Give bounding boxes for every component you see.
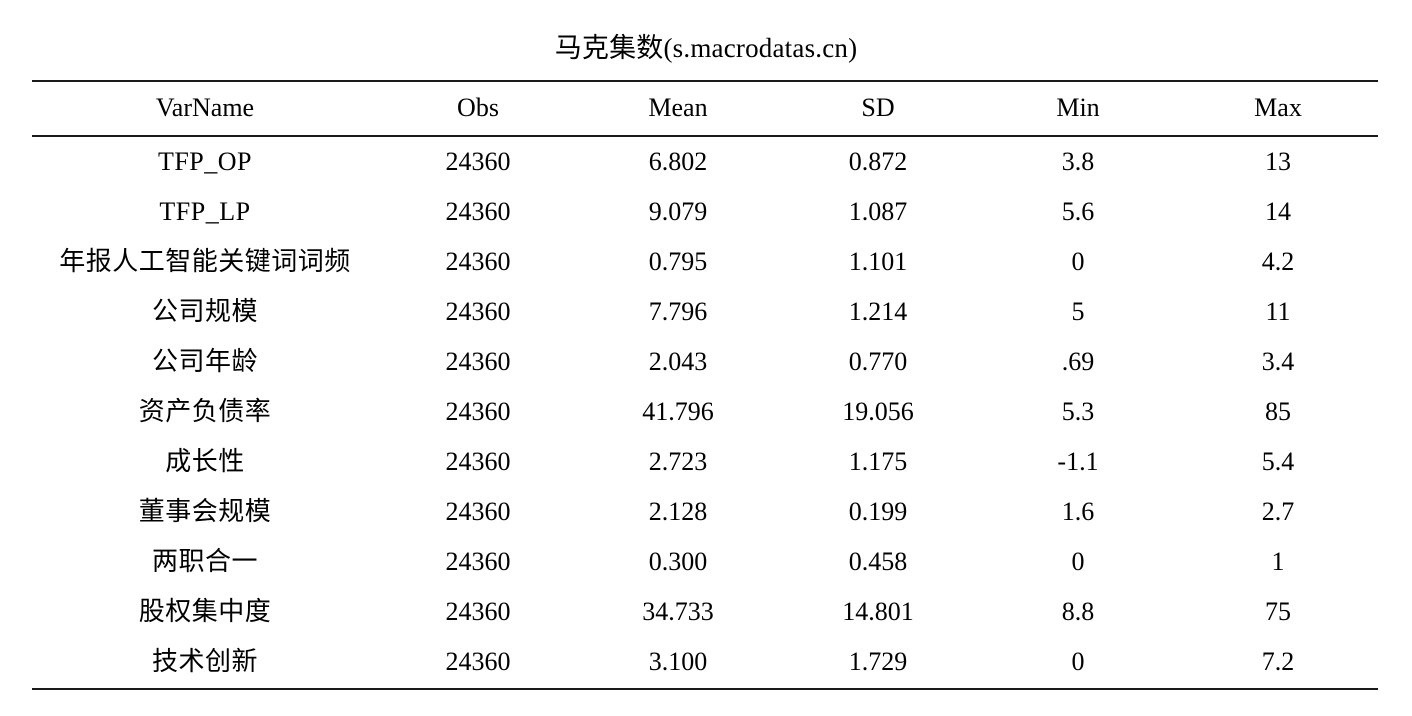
cell-obs: 24360 — [445, 497, 511, 526]
cell-max: 14 — [1265, 197, 1291, 226]
cell-varname: 董事会规模 — [138, 497, 272, 526]
column-header-mean: Mean — [578, 80, 778, 137]
cell-varname: 资产负债率 — [138, 397, 272, 426]
cell-obs: 24360 — [445, 597, 511, 626]
table-row: 资产负债率 24360 41.796 19.056 5.3 85 — [32, 387, 1378, 437]
cell-max: 2.7 — [1261, 497, 1295, 526]
column-header-min: Min — [978, 80, 1178, 137]
table-row: 两职合一 24360 0.300 0.458 0 1 — [32, 537, 1378, 587]
table-header-row: VarName Obs Mean SD Min Max — [32, 80, 1378, 137]
cell-sd: 1.175 — [848, 447, 908, 476]
cell-min: 5 — [1071, 297, 1085, 326]
cell-mean: 0.300 — [648, 547, 708, 576]
cell-min: -1.1 — [1057, 447, 1099, 476]
cell-mean: 2.723 — [648, 447, 708, 476]
table-row: 公司规模 24360 7.796 1.214 5 11 — [32, 287, 1378, 337]
column-header-obs: Obs — [378, 80, 578, 137]
cell-max: 5.4 — [1261, 447, 1295, 476]
cell-mean: 0.795 — [648, 247, 708, 276]
cell-sd: 0.199 — [848, 497, 908, 526]
descriptive-statistics-table: VarName Obs Mean SD Min Max TFP_OP 24360… — [32, 80, 1378, 690]
cell-min: 5.6 — [1061, 197, 1095, 226]
column-header-varname: VarName — [32, 80, 378, 137]
table-row: TFP_LP 24360 9.079 1.087 5.6 14 — [32, 187, 1378, 237]
cell-mean: 3.100 — [578, 637, 778, 690]
cell-varname: 年报人工智能关键词词频 — [59, 247, 351, 276]
cell-sd: 1.087 — [848, 197, 908, 226]
table-title: 马克集数(s.macrodatas.cn) — [554, 33, 858, 63]
table-row: 成长性 24360 2.723 1.175 -1.1 5.4 — [32, 437, 1378, 487]
cell-varname: 成长性 — [165, 447, 245, 476]
cell-mean: 9.079 — [648, 197, 708, 226]
table-row: TFP_OP 24360 6.802 0.872 3.8 13 — [32, 136, 1378, 187]
cell-obs: 24360 — [445, 347, 511, 376]
cell-obs: 24360 — [378, 637, 578, 690]
cell-sd: 0.872 — [848, 147, 908, 176]
cell-sd: 1.729 — [778, 637, 978, 690]
table-body: TFP_OP 24360 6.802 0.872 3.8 13 TFP_LP 2… — [32, 136, 1378, 690]
cell-sd: 14.801 — [842, 597, 914, 626]
table-row: 技术创新 24360 3.100 1.729 0 7.2 — [32, 637, 1378, 690]
cell-min: 8.8 — [1061, 597, 1095, 626]
cell-sd: 0.770 — [848, 347, 908, 376]
cell-varname: TFP_OP — [157, 147, 253, 176]
cell-varname: 公司规模 — [151, 297, 258, 326]
column-header-max: Max — [1178, 80, 1378, 137]
cell-obs: 24360 — [445, 547, 511, 576]
cell-min: 1.6 — [1061, 497, 1095, 526]
cell-min: 0 — [1071, 247, 1085, 276]
cell-max: 85 — [1265, 397, 1291, 426]
cell-obs: 24360 — [445, 397, 511, 426]
cell-obs: 24360 — [445, 147, 511, 176]
table-header: VarName Obs Mean SD Min Max — [32, 80, 1378, 137]
cell-sd: 0.458 — [848, 547, 908, 576]
cell-mean: 41.796 — [642, 397, 714, 426]
cell-mean: 34.733 — [642, 597, 714, 626]
cell-obs: 24360 — [445, 197, 511, 226]
cell-mean: 7.796 — [648, 297, 708, 326]
column-header-sd: SD — [778, 80, 978, 137]
cell-mean: 2.043 — [648, 347, 708, 376]
cell-varname: 公司年龄 — [151, 347, 258, 376]
table-row: 公司年龄 24360 2.043 0.770 .69 3.4 — [32, 337, 1378, 387]
cell-min: .69 — [1061, 347, 1095, 376]
cell-max: 7.2 — [1178, 637, 1378, 690]
cell-min: 0 — [1071, 547, 1085, 576]
table-row: 董事会规模 24360 2.128 0.199 1.6 2.7 — [32, 487, 1378, 537]
table-row: 股权集中度 24360 34.733 14.801 8.8 75 — [32, 587, 1378, 637]
cell-min: 5.3 — [1061, 397, 1095, 426]
cell-varname: 技术创新 — [32, 637, 378, 690]
cell-sd: 1.214 — [848, 297, 908, 326]
cell-obs: 24360 — [445, 297, 511, 326]
cell-varname: 股权集中度 — [138, 597, 272, 626]
cell-sd: 19.056 — [842, 397, 914, 426]
cell-max: 13 — [1265, 147, 1291, 176]
cell-max: 4.2 — [1261, 247, 1295, 276]
cell-max: 75 — [1265, 597, 1291, 626]
cell-sd: 1.101 — [848, 247, 908, 276]
cell-max: 3.4 — [1261, 347, 1295, 376]
cell-mean: 2.128 — [648, 497, 708, 526]
cell-min: 3.8 — [1061, 147, 1095, 176]
cell-obs: 24360 — [445, 247, 511, 276]
table-row: 年报人工智能关键词词频 24360 0.795 1.101 0 4.2 — [32, 237, 1378, 287]
cell-obs: 24360 — [445, 447, 511, 476]
cell-mean: 6.802 — [648, 147, 708, 176]
cell-max: 1 — [1271, 547, 1285, 576]
cell-varname: TFP_LP — [159, 197, 251, 226]
cell-max: 11 — [1265, 297, 1291, 326]
cell-varname: 两职合一 — [151, 547, 258, 576]
cell-min: 0 — [978, 637, 1178, 690]
